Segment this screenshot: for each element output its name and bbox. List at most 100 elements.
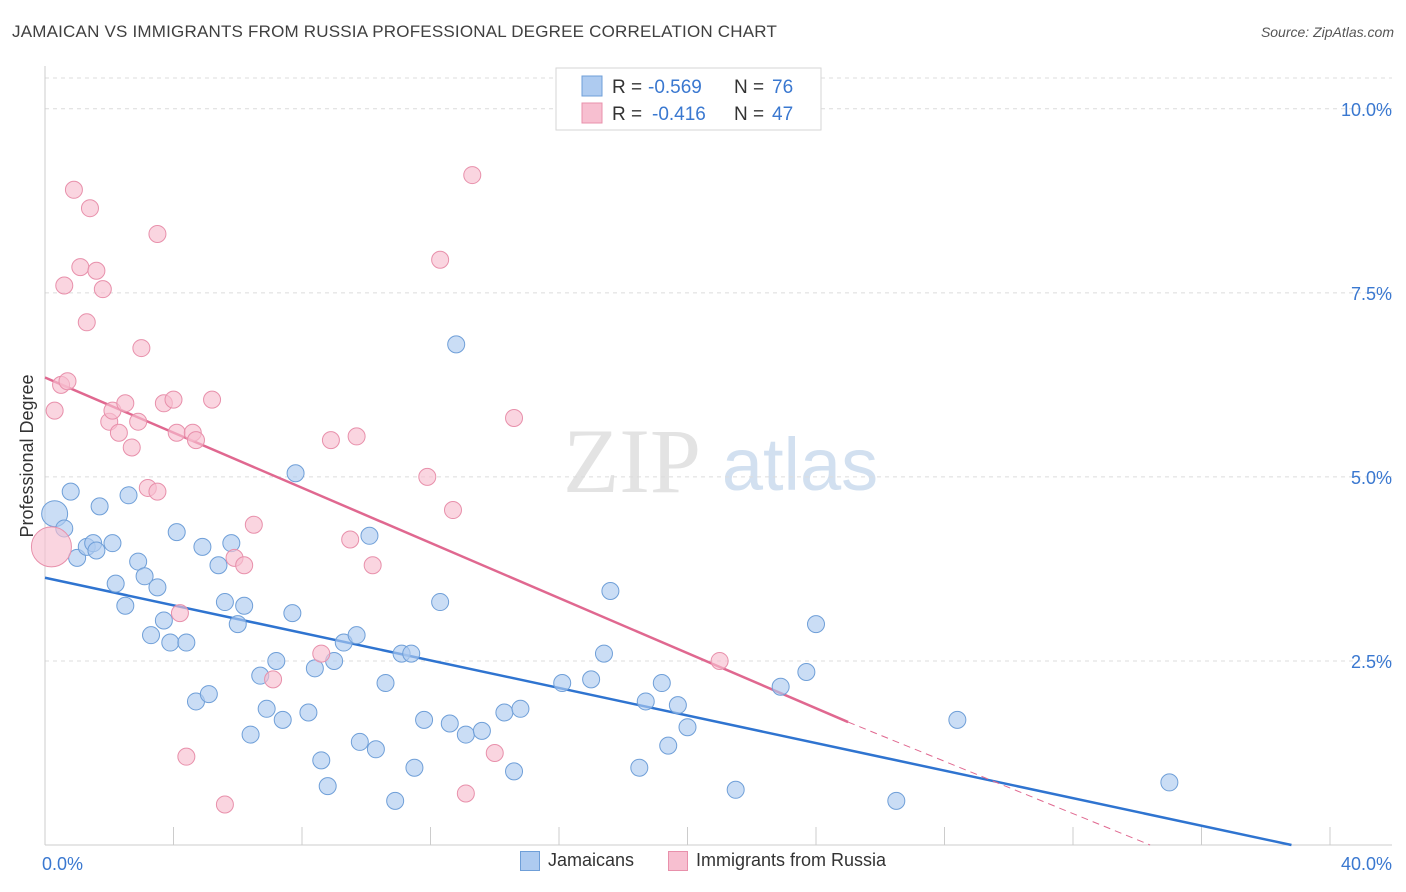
tick-labels: 2.5% 5.0% 7.5% 10.0% 0.0% 40.0% [42, 100, 1392, 874]
point-jamaicans [161, 633, 180, 652]
point-jamaicans [376, 674, 395, 693]
point-russia [312, 644, 331, 663]
point-russia [164, 390, 183, 409]
point-russia [443, 501, 462, 520]
point-jamaicans [887, 791, 906, 810]
watermark: ZIP atlas [563, 410, 878, 512]
point-russia [55, 276, 74, 295]
point-jamaicans [797, 662, 816, 681]
point-jamaicans [659, 736, 678, 755]
point-jamaicans [386, 791, 405, 810]
point-russia [129, 412, 148, 431]
point-russia [80, 199, 99, 218]
point-jamaicans [228, 615, 247, 634]
point-jamaicans [283, 604, 302, 623]
point-jamaicans [90, 497, 109, 516]
legend-r-label: R = [612, 77, 642, 98]
y-axis-label: Professional Degree [17, 374, 37, 537]
point-russia [177, 747, 196, 766]
legend-swatch-blue [581, 75, 603, 97]
point-russia [116, 394, 135, 413]
point-jamaicans [119, 486, 138, 505]
point-russia [463, 166, 482, 185]
point-russia [418, 467, 437, 486]
point-jamaicans [1160, 773, 1179, 792]
legend-item-russia: Immigrants from Russia [668, 850, 886, 871]
source-label: Source: ZipAtlas.com [1260, 24, 1394, 40]
trend-line-russia-extension [847, 721, 1151, 846]
point-russia [148, 482, 167, 501]
legend-swatch-pink [581, 102, 603, 124]
point-jamaicans [142, 626, 161, 645]
point-russia [456, 784, 475, 803]
point-jamaicans [360, 526, 379, 545]
legend-item-jamaicans: Jamaicans [519, 850, 634, 871]
legend-r-value: -0.569 [648, 77, 702, 98]
point-jamaicans [193, 537, 212, 556]
point-russia [87, 261, 106, 280]
point-russia [45, 401, 64, 420]
point-jamaicans [167, 523, 186, 542]
point-jamaicans [594, 644, 613, 663]
point-jamaicans [678, 718, 697, 737]
point-russia [186, 431, 205, 450]
point-jamaicans [106, 574, 125, 593]
point-russia [64, 180, 83, 199]
legend-r-value: -0.416 [652, 104, 706, 125]
point-jamaicans [148, 578, 167, 597]
point-jamaicans [726, 780, 745, 799]
legend-top: R = -0.569 N = 76 R = -0.416 N = 47 [555, 67, 822, 131]
point-jamaicans [402, 644, 421, 663]
point-russia [363, 556, 382, 575]
point-jamaicans [505, 762, 524, 781]
point-russia [109, 423, 128, 442]
legend-swatch-pink [668, 850, 688, 871]
point-jamaicans [199, 685, 218, 704]
y-tick-label: 10.0% [1341, 100, 1392, 120]
point-jamaicans [495, 703, 514, 722]
point-russia [341, 530, 360, 549]
point-russia [170, 604, 189, 623]
point-jamaicans [630, 758, 649, 777]
point-russia [347, 427, 366, 446]
point-russia [148, 224, 167, 243]
point-jamaicans [456, 725, 475, 744]
point-russia [215, 795, 234, 814]
point-russia [167, 423, 186, 442]
point-russia [30, 526, 72, 568]
point-jamaicans [553, 674, 572, 693]
legend-label-russia: Immigrants from Russia [696, 850, 887, 870]
point-russia [132, 339, 151, 358]
point-jamaicans [948, 710, 967, 729]
point-jamaicans [350, 732, 369, 751]
point-russia [485, 743, 504, 762]
y-tick-label: 5.0% [1351, 468, 1392, 488]
point-russia [122, 438, 141, 457]
point-jamaicans [87, 541, 106, 560]
point-jamaicans [299, 703, 318, 722]
point-jamaicans [405, 758, 424, 777]
point-russia [77, 313, 96, 332]
point-jamaicans [582, 670, 601, 689]
point-russia [93, 280, 112, 299]
point-jamaicans [61, 482, 80, 501]
legend-swatch-blue [519, 850, 540, 871]
axes [44, 66, 1392, 846]
point-russia [58, 372, 77, 391]
y-tick-label: 7.5% [1351, 284, 1392, 304]
point-jamaicans [601, 582, 620, 601]
point-jamaicans [652, 674, 671, 693]
point-jamaicans [286, 464, 305, 483]
point-jamaicans [273, 710, 292, 729]
watermark-zip: ZIP [563, 410, 701, 512]
point-jamaicans [636, 692, 655, 711]
point-jamaicans [116, 596, 135, 615]
point-jamaicans [807, 615, 825, 634]
point-jamaicans [257, 699, 276, 718]
point-jamaicans [135, 567, 154, 586]
chart-title: JAMAICAN VS IMMIGRANTS FROM RUSSIA PROFE… [12, 22, 778, 41]
trend-line-jamaicans [44, 576, 1292, 847]
point-jamaicans [312, 751, 331, 770]
x-tick-label: 0.0% [42, 854, 83, 874]
point-russia [710, 651, 729, 670]
